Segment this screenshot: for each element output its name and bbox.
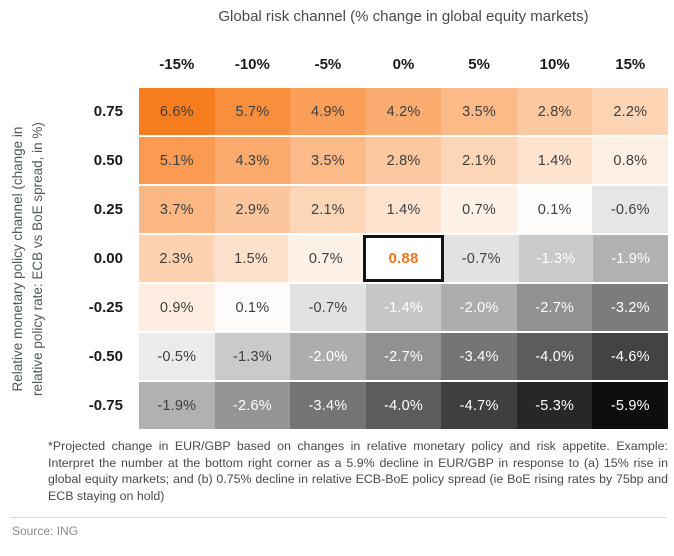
heatmap-cell: -2.7% (516, 284, 593, 331)
heatmap-cell: -1.3% (518, 235, 594, 282)
column-header: -10% (234, 55, 270, 73)
row-label: -0.75 (88, 397, 123, 414)
heatmap-cell: 1.5% (213, 235, 289, 282)
chart-title: Global risk channel (% change in global … (218, 8, 589, 25)
heatmap-cell: -0.7% (290, 284, 366, 331)
column-header: 5% (468, 55, 490, 73)
heatmap-cell: 2.3% (139, 235, 214, 282)
heatmap-cell: -4.7% (441, 382, 517, 429)
heatmap-cell: -1.4% (365, 284, 442, 331)
heatmap-cell: 4.9% (290, 88, 366, 135)
heatmap-cell: 2.2% (592, 88, 669, 135)
heatmap-cell: -3.4% (441, 333, 517, 380)
heatmap-cell: 2.1% (290, 186, 366, 233)
heatmap-row: -0.25 0.9% 0.1% -0.7% -1.4% -2.0% -2.7% -3.2% (0, 284, 669, 331)
heatmap-cell: 2.9% (214, 186, 291, 233)
row-label: 0.00 (93, 250, 123, 267)
column-header: -15% (159, 55, 195, 73)
row-label: 0.50 (93, 152, 123, 169)
heatmap-cell: 0.1% (214, 284, 291, 331)
heatmap-cell: -4.0% (516, 333, 593, 380)
heatmap-cell: -4.6% (592, 333, 669, 380)
heatmap-cell: -2.7% (365, 333, 442, 380)
heatmap-body: 0.75 6.6% 5.7% 4.9% 4.2% 3.5% 2.8% 2.2% 0.50 5.1%… (0, 88, 669, 431)
column-header: 15% (615, 55, 646, 73)
heatmap-cell: 6.6% (139, 88, 215, 135)
heatmap-cell: 3.5% (290, 137, 366, 184)
column-header: 10% (539, 55, 570, 73)
heatmap-cell: -2.0% (441, 284, 517, 331)
heatmap-cell: 1.4% (365, 186, 442, 233)
heatmap-cell: -5.9% (592, 382, 669, 429)
heatmap-row: -0.50 -0.5% -1.3% -2.0% -2.7% -3.4% -4.0% -4.6% (0, 333, 669, 380)
heatmap-cell: -1.9% (139, 382, 215, 429)
heatmap-cell: 1.4% (516, 137, 593, 184)
heatmap-cell: 3.5% (441, 88, 517, 135)
heatmap-cell: 5.7% (214, 88, 291, 135)
heatmap-cell: -1.9% (593, 235, 669, 282)
row-label: 0.75 (93, 103, 123, 120)
heatmap-cell: 0.7% (441, 186, 517, 233)
column-header: -5% (314, 55, 342, 73)
heatmap-cell: -3.4% (290, 382, 366, 429)
column-headers: -15% -10% -5% 0% 5% 10% 15% (139, 48, 668, 80)
heatmap-cell: -1.3% (214, 333, 291, 380)
heatmap-row: 0.75 6.6% 5.7% 4.9% 4.2% 3.5% 2.8% 2.2% (0, 88, 669, 135)
heatmap-cell: -0.7% (443, 235, 519, 282)
heatmap-row: 0.00 2.3% 1.5% 0.7% 0.88 -0.7% -1.3% -1.9% (0, 235, 669, 282)
heatmap-cell: 2.8% (516, 88, 593, 135)
heatmap-cell: 5.1% (139, 137, 215, 184)
heatmap-cell: 0.9% (139, 284, 215, 331)
heatmap-cell: -0.5% (139, 333, 215, 380)
heatmap-cell: -2.6% (214, 382, 291, 429)
heatmap-cell-highlighted: 0.88 (363, 235, 444, 282)
heatmap-cell: -0.6% (592, 186, 669, 233)
source-label: Source: ING (12, 524, 79, 538)
heatmap-cell: -2.0% (290, 333, 366, 380)
row-label: -0.50 (88, 348, 123, 365)
heatmap-cell: -5.3% (516, 382, 593, 429)
heatmap-cell: 2.1% (441, 137, 517, 184)
divider-line (10, 517, 666, 518)
row-label: 0.25 (93, 201, 123, 218)
heatmap-cell: 4.2% (365, 88, 442, 135)
heatmap-cell: -4.0% (365, 382, 442, 429)
heatmap-cell: 4.3% (214, 137, 291, 184)
chart-footnote: *Projected change in EUR/GBP based on ch… (48, 439, 668, 503)
heatmap-row: -0.75 -1.9% -2.6% -3.4% -4.0% -4.7% -5.3% -5.9% (0, 382, 669, 429)
heatmap-row: 0.50 5.1% 4.3% 3.5% 2.8% 2.1% 1.4% 0.8% (0, 137, 669, 184)
heatmap-cell: 0.7% (288, 235, 364, 282)
heatmap-cell: -3.2% (592, 284, 669, 331)
row-label: -0.25 (88, 299, 123, 316)
heatmap-cell: 2.8% (365, 137, 442, 184)
heatmap-cell: 0.8% (592, 137, 669, 184)
heatmap-row: 0.25 3.7% 2.9% 2.1% 1.4% 0.7% 0.1% -0.6% (0, 186, 669, 233)
column-header: 0% (392, 55, 415, 73)
heatmap-cell: 3.7% (139, 186, 215, 233)
heatmap-cell: 0.1% (516, 186, 593, 233)
